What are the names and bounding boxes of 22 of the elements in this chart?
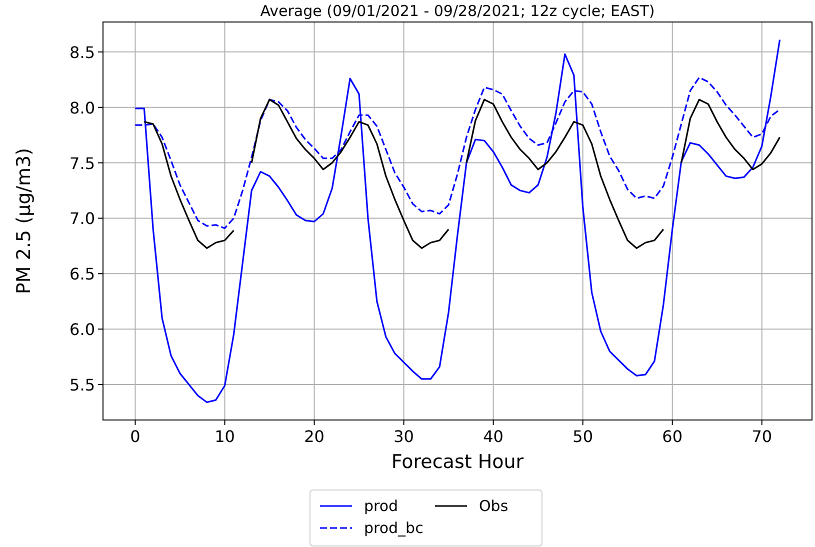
x-tick-label: 40 [483,427,504,446]
x-tick-label: 50 [572,427,594,446]
x-tick-label: 70 [752,427,772,446]
y-tick-label: 5.5 [70,376,95,395]
legend-label: prod_bc [364,519,424,537]
y-tick-label: 8.5 [70,42,95,62]
y-tick-label: 8.0 [70,98,95,118]
x-tick-label: 0 [130,427,140,446]
chart-title: Average (09/01/2021 - 09/28/2021; 12z cycle; EAST) [260,2,655,20]
x-tick-label: 30 [394,427,414,446]
x-tick-label: 60 [662,427,683,446]
x-tick-label: 10 [214,427,235,446]
legend-label: Obs [479,497,508,515]
x-axis-title: Forecast Hour [391,451,524,473]
line-series [134,38,781,404]
y-tick-label: 6.0 [70,320,95,340]
y-tick-label: 6.5 [70,264,95,284]
y-tick-label: 7.0 [70,209,95,228]
x-tick-label: 20 [304,427,324,446]
y-tick-label: 7.5 [70,154,95,173]
legend-label: prod [364,497,398,515]
y-axis-title: PM 2.5 (µg/m3) [13,148,35,294]
